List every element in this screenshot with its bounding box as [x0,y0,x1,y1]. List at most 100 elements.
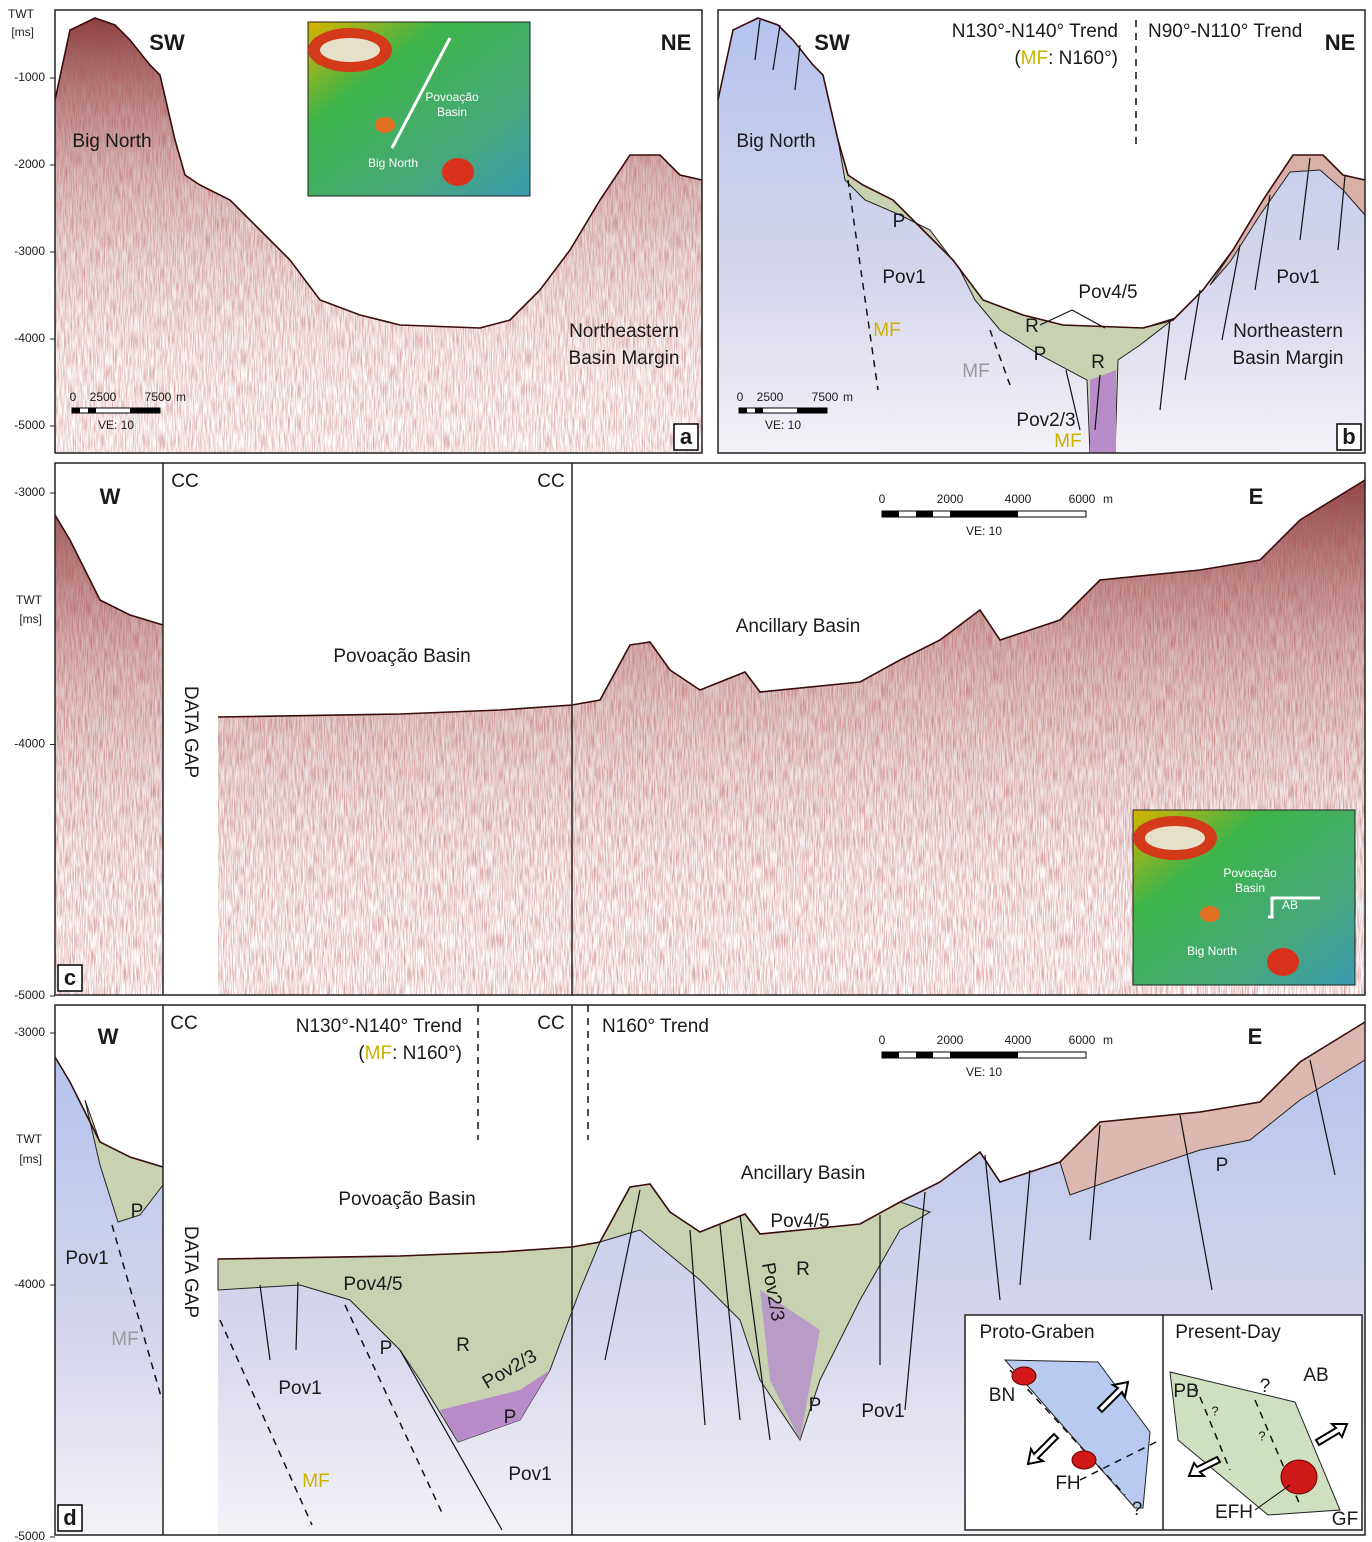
label: Povoação Basin [333,646,470,667]
label: MF [1054,431,1081,452]
panel-c: W CC CC E DATA GAP Povoação Basin Ancill… [55,463,1365,995]
panel-letter: b [1342,424,1355,449]
label: NE [661,30,692,55]
label: Ancillary Basin [736,616,861,637]
key-label: ? [1211,1403,1218,1418]
scale-tick: 7500 [812,390,839,404]
y-tick-label: -2000 [14,157,45,171]
scale-tick: 2500 [757,390,784,404]
scale-ve: VE: 10 [966,1065,1002,1079]
y-tick-label: -1000 [14,70,45,84]
label: CC [537,1013,564,1034]
pov2-3-wedge [1090,370,1116,453]
label: DATA GAP [180,1226,201,1318]
y-tick-label: -4000 [14,737,45,751]
label: CC [171,471,198,492]
label: P [1216,1155,1229,1176]
scale-unit: m [176,390,186,404]
label: R [1091,352,1105,373]
label: R [456,1335,470,1356]
axis-unit: [ms] [19,612,42,626]
key-label: PB [1173,1381,1198,1402]
inset-map: Povoação Basin AB Big North [1133,810,1355,985]
label: MF [111,1329,138,1350]
label: Northeastern [569,321,679,342]
panel-letter: a [680,424,693,449]
scale-tick: 4000 [1005,492,1032,506]
axis-title: TWT [8,7,35,21]
key-label: GF [1332,1509,1358,1530]
inset-label: Basin [437,105,467,119]
key-label: BN [989,1385,1015,1406]
panel-a: SW NE Big North Northeastern Basin Margi… [55,10,702,453]
y-tick-label: -4000 [14,1277,45,1291]
key-label: EFH [1215,1502,1253,1523]
axis-title: TWT [16,1132,43,1146]
label: Pov1 [882,267,925,288]
label: (MF: N160°) [1014,48,1118,69]
label: CC [537,471,564,492]
axes: TWT [ms] TWT [ms] TWT [ms] -1000-2000-30… [8,7,55,1542]
y-tick-label: -3000 [14,1025,45,1039]
scale-unit: m [843,390,853,404]
inset-label: Basin [1235,881,1265,895]
inset-label: Povoação [1223,866,1277,880]
scale-ve: VE: 10 [765,418,801,432]
label: N160° Trend [602,1016,709,1037]
label: N130°-N140° Trend [952,21,1118,42]
y-tick-label: -5000 [14,988,45,1002]
scale-tick: 6000 [1069,1033,1096,1047]
label: (MF: N160°) [358,1043,462,1064]
key-title: Proto-Graben [979,1322,1094,1343]
label: R [1025,316,1039,337]
inset-label: Big North [1187,944,1237,958]
scale-unit: m [1103,1033,1113,1047]
label: SW [149,30,185,55]
label: W [100,484,121,509]
label: CC [170,1013,197,1034]
label: P [504,1407,517,1428]
label: P [1034,344,1047,365]
key-diagram: Proto-Graben Present-Day BN FH ? PB ? ? … [965,1315,1362,1530]
inset-label: Big North [368,156,418,170]
inset-label: Povoação [425,90,479,104]
label: DATA GAP [180,686,201,778]
label: Pov1 [65,1248,108,1269]
scale-unit: m [1103,492,1113,506]
label: Basin Margin [569,348,680,369]
label: R [796,1259,810,1280]
figure: TWT [ms] TWT [ms] TWT [ms] -1000-2000-30… [0,0,1372,1542]
scale-tick: 0 [879,492,886,506]
label: N90°-N110° Trend [1148,21,1302,42]
label: SW [814,30,850,55]
label: Pov1 [278,1378,321,1399]
label: Pov1 [1276,267,1319,288]
label: Big North [72,131,151,152]
label: W [98,1024,119,1049]
label: Povoação Basin [338,1189,475,1210]
y-tick-label: -5000 [14,418,45,432]
scale-ve: VE: 10 [98,418,134,432]
y-tick-label: -3000 [14,485,45,499]
label: Pov4/5 [770,1211,829,1232]
panel-letter: d [63,1505,76,1530]
y-tick-label: -5000 [14,1529,45,1542]
label: P [809,1395,822,1416]
label: NE [1325,30,1356,55]
scale-tick: 4000 [1005,1033,1032,1047]
label: MF [873,320,900,341]
label: E [1249,484,1264,509]
key-label: ? [1260,1376,1271,1397]
scale-tick: 0 [737,390,744,404]
key-label: AB [1303,1365,1328,1386]
label: P [893,211,906,232]
key-title: Present-Day [1175,1322,1281,1343]
label: Pov2/3 [1016,410,1075,431]
scale-tick: 2500 [90,390,117,404]
label: MF [302,1471,329,1492]
scale-tick: 0 [70,390,77,404]
panel-b: SW NE N130°-N140° Trend (MF: N160°) N90°… [718,10,1365,453]
label: Northeastern [1233,321,1343,342]
key-label: ? [1258,1428,1265,1443]
label: Ancillary Basin [741,1163,866,1184]
